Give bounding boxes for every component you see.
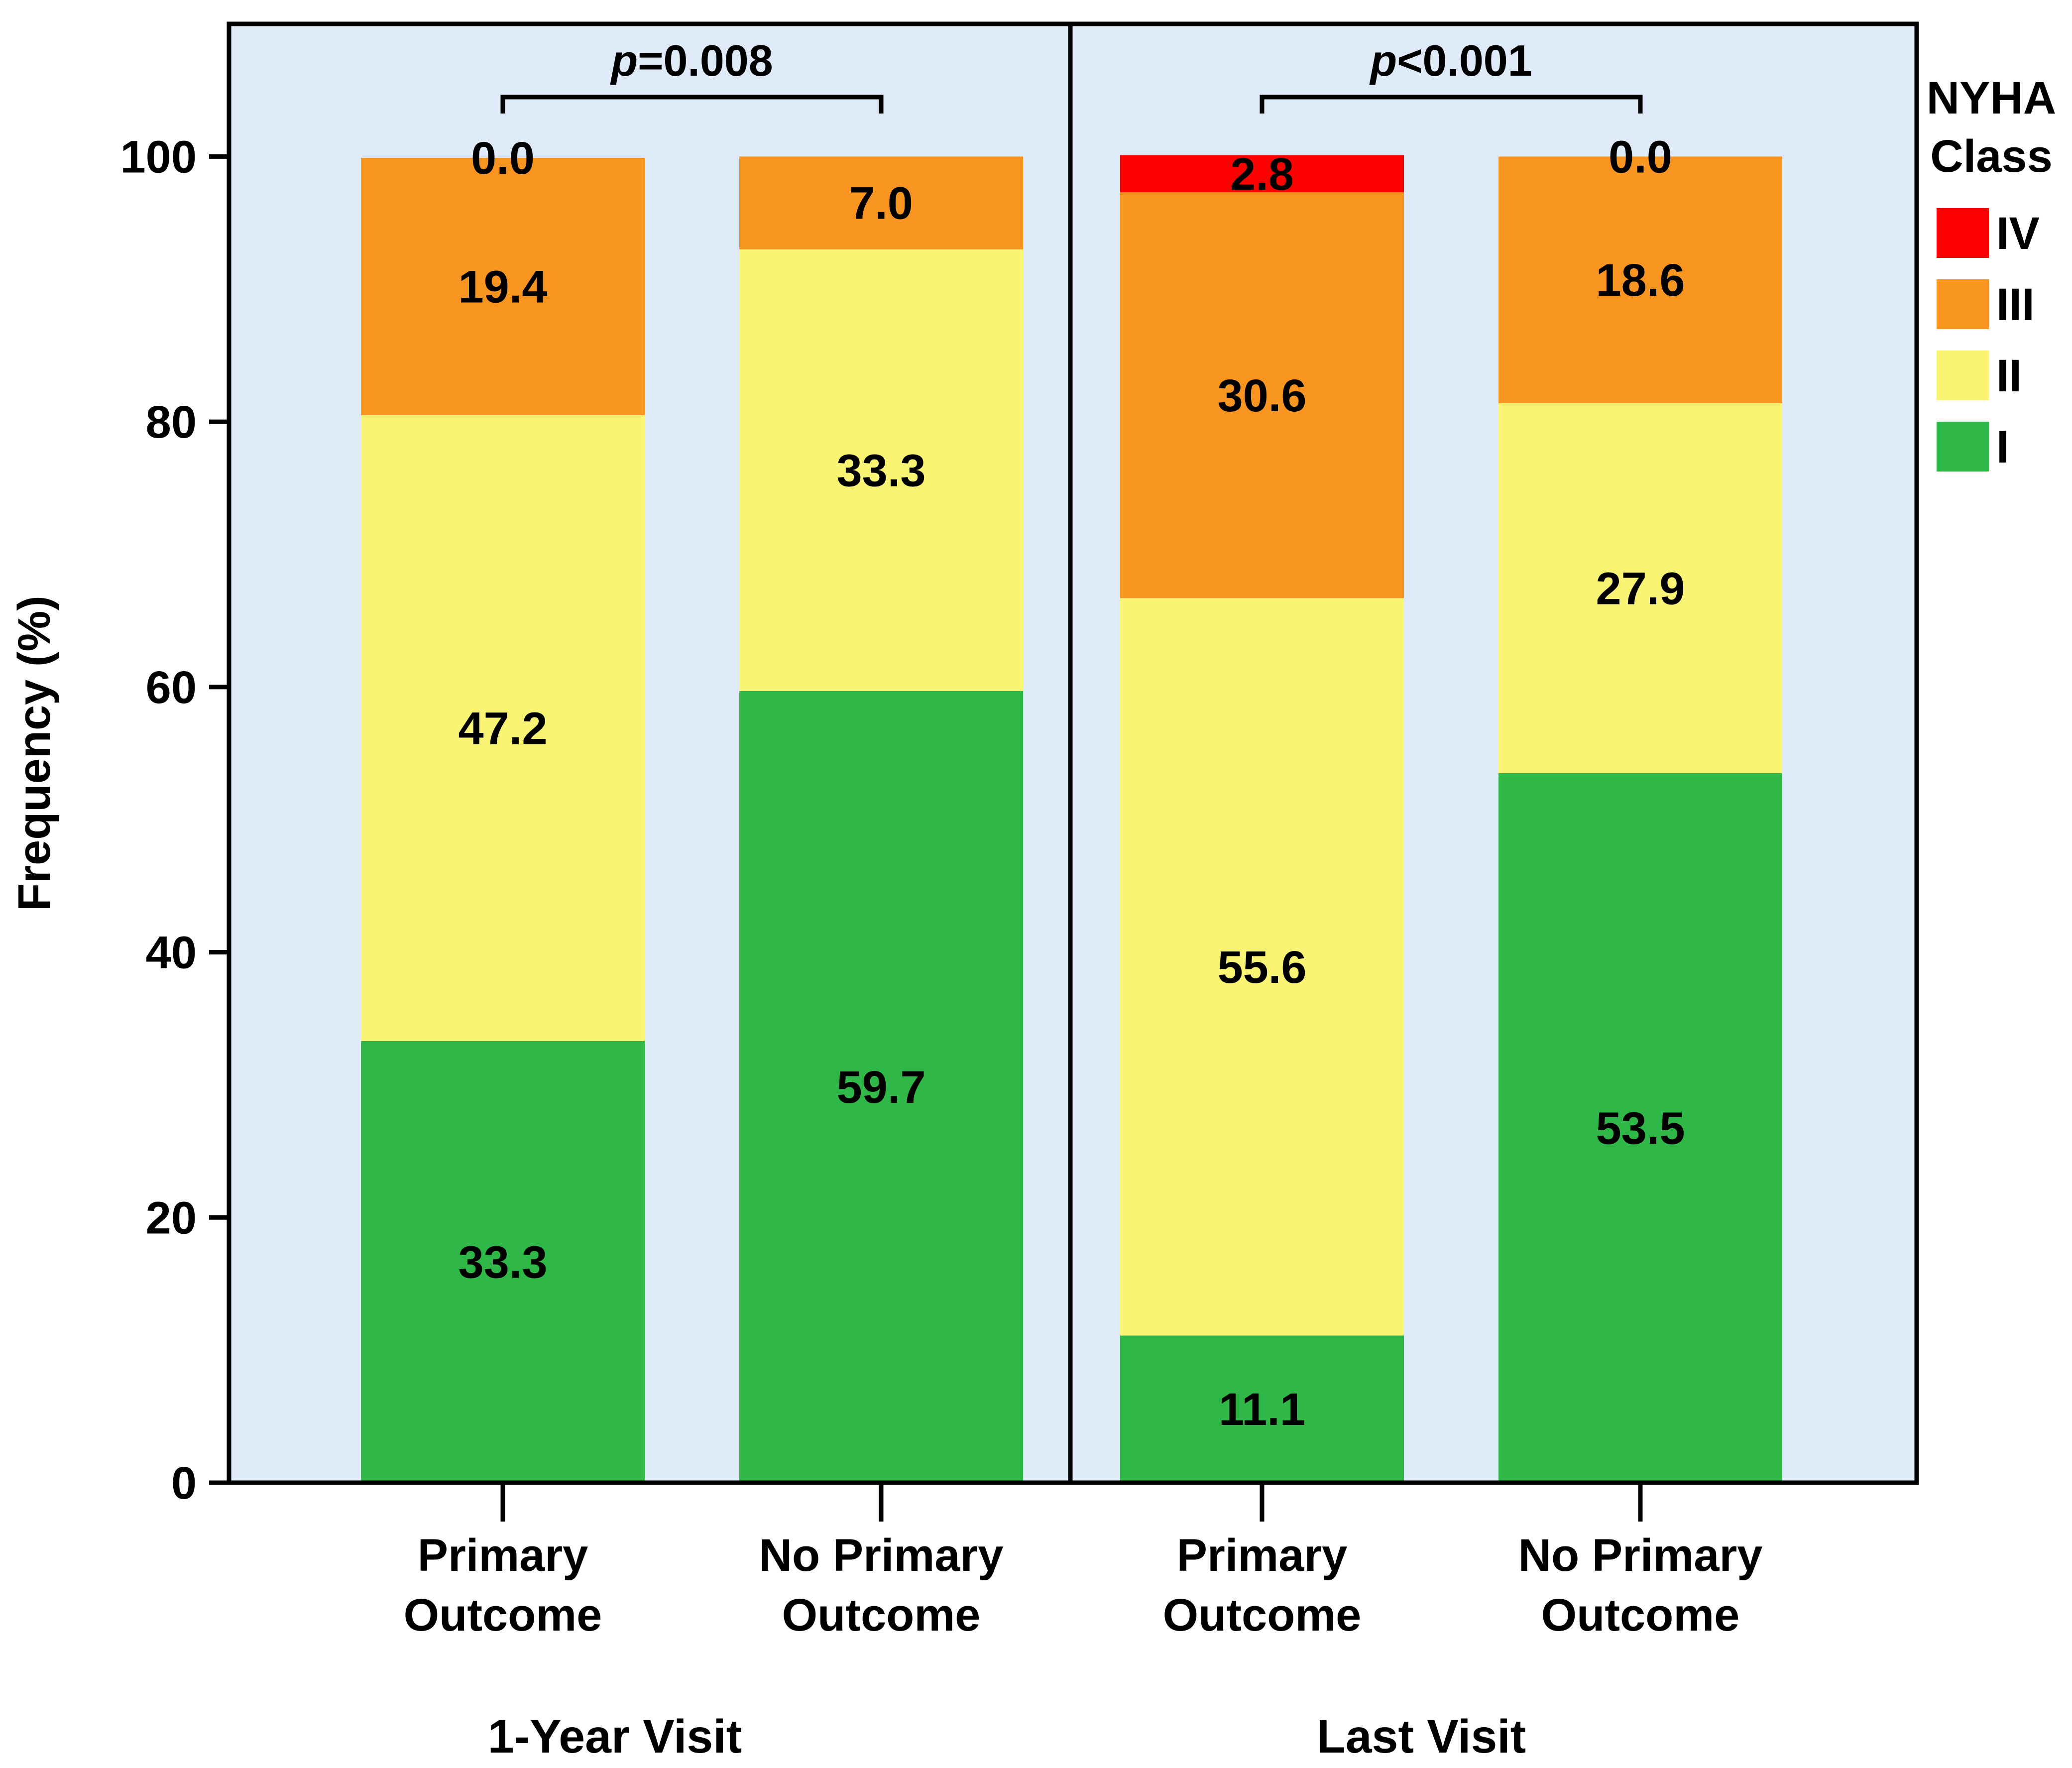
legend-label-iii: III [1996, 279, 2035, 330]
y-tick-label: 80 [146, 397, 197, 448]
y-axis-title: Frequency (%) [9, 595, 60, 911]
group-label-line2: Outcome [404, 1590, 602, 1641]
panel-label: 1-Year Visit [488, 1710, 742, 1763]
data-label-ii: 55.6 [1217, 942, 1306, 993]
data-label-iii: 18.6 [1596, 255, 1685, 306]
group-label-line2: Outcome [1163, 1590, 1362, 1641]
significance-brackets: p=0.008 p<0.001 [500, 36, 1643, 114]
bar-segment-ii [739, 249, 1023, 691]
legend-label-i: I [1996, 422, 2009, 472]
bar-segment-ii [361, 415, 645, 1042]
p-value-label: p<0.001 [1369, 36, 1532, 85]
data-label-iii: 19.4 [458, 261, 547, 312]
x-axis: Primary Outcome No Primary Outcome 1-Year Vi… [404, 1483, 1763, 1763]
bar-segment-iii [361, 158, 645, 415]
data-label-iv: 0.0 [471, 133, 535, 184]
data-label-iii: 30.6 [1217, 370, 1306, 421]
legend-swatch-ii [1937, 351, 1989, 400]
legend-swatch-i [1937, 422, 1989, 471]
data-label-iii: 7.0 [849, 178, 913, 229]
legend-label-iv: IV [1996, 208, 2040, 259]
group-label-line1: Primary [418, 1530, 588, 1581]
data-label-ii: 33.3 [836, 445, 925, 496]
significance-bracket [500, 95, 884, 114]
group-label-line1: No Primary [759, 1530, 1004, 1581]
legend-swatch-iv [1937, 208, 1989, 258]
group-label-line1: No Primary [1518, 1530, 1763, 1581]
data-label-i: 59.7 [836, 1062, 925, 1113]
y-axis: 0 20 40 60 80 100 [120, 131, 229, 1509]
bar-segment-iii [1120, 192, 1404, 598]
bar-segment-iii [1498, 156, 1782, 403]
group-label-line1: Primary [1177, 1530, 1348, 1581]
data-label-iv: 0.0 [1609, 131, 1672, 182]
bar-value-labels: 33.3 47.2 19.4 0.0 59.7 33.3 7.0 11.1 55.6 30.6 2.… [458, 131, 1685, 1435]
p-value-label: p=0.008 [610, 36, 773, 85]
legend-swatch-iii [1937, 279, 1989, 329]
y-tick-label: 0 [171, 1458, 197, 1509]
group-label-line2: Outcome [782, 1590, 981, 1641]
group-label-line2: Outcome [1541, 1590, 1740, 1641]
panel-label: Last Visit [1317, 1710, 1526, 1763]
y-tick-label: 40 [146, 928, 197, 978]
bar-segment-iv [1120, 155, 1404, 193]
significance-bracket [1260, 95, 1643, 114]
y-tick-label: 60 [146, 662, 197, 713]
bar-segment-iii [739, 156, 1023, 249]
plot-frame [227, 21, 1919, 1485]
data-label-i: 33.3 [458, 1237, 547, 1288]
legend-label-ii: II [1996, 351, 2022, 401]
legend-title-line1: NYHA [1927, 73, 2057, 123]
data-label-i: 53.5 [1596, 1103, 1685, 1154]
bar-segment-i [1498, 773, 1782, 1483]
legend-title-line2: Class [1930, 131, 2053, 182]
data-label-i: 11.1 [1219, 1384, 1305, 1435]
y-tick-label: 20 [146, 1192, 197, 1243]
bar-segments [361, 155, 1782, 1483]
bar-segment-ii [1498, 403, 1782, 773]
bar-segment-i [739, 691, 1023, 1483]
y-tick-label: 100 [120, 131, 197, 182]
data-label-iv: 2.8 [1230, 149, 1294, 200]
data-label-ii: 27.9 [1596, 563, 1685, 614]
bar-segment-ii [1120, 598, 1404, 1336]
bar-segment-i [361, 1041, 645, 1483]
bar-segment-i [1120, 1335, 1404, 1483]
data-label-ii: 47.2 [458, 703, 547, 754]
